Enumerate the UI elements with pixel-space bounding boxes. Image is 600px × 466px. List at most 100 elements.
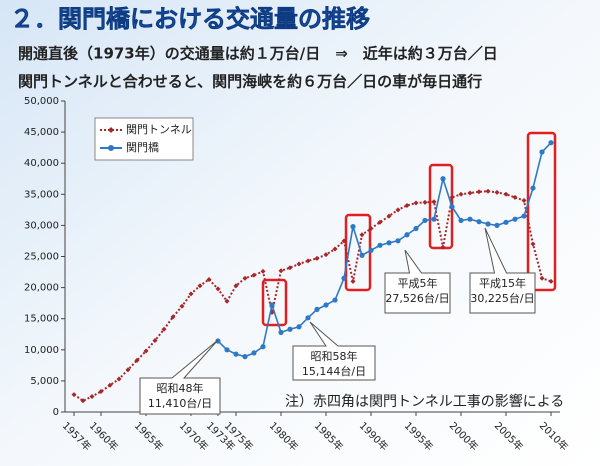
y-tick-label: 0 xyxy=(53,407,59,418)
point xyxy=(359,252,365,258)
callout xyxy=(292,321,376,381)
point xyxy=(314,306,320,312)
subtitle: 関門トンネルと合わせると、関門海峡を約６万台／日の車が毎日通行 xyxy=(18,73,482,91)
point xyxy=(80,398,86,404)
subtitle: 開通直後（1973年）の交通量は約１万台/日 ⇒ 近年は約３万台／日 xyxy=(18,45,498,63)
point xyxy=(503,219,509,225)
y-tick-label: 30,000 xyxy=(24,220,59,231)
callout xyxy=(469,227,536,314)
point xyxy=(323,252,329,258)
point xyxy=(476,219,482,225)
point xyxy=(107,382,113,388)
point xyxy=(224,347,230,353)
callout-text: 昭和58年 xyxy=(311,349,358,363)
point xyxy=(458,217,464,224)
callout xyxy=(384,249,451,314)
point xyxy=(350,224,356,230)
y-tick-label: 40,000 xyxy=(24,158,59,169)
note: 注）赤四角は関門トンネル工事の影響による xyxy=(285,393,564,410)
point xyxy=(467,216,473,222)
point xyxy=(197,283,203,289)
point xyxy=(116,376,122,382)
point xyxy=(170,314,176,320)
y-tick-label: 25,000 xyxy=(24,252,59,263)
point xyxy=(431,216,437,222)
point xyxy=(71,392,77,398)
point xyxy=(386,213,392,219)
point xyxy=(332,297,338,303)
callout-text: 27,526台/日 xyxy=(385,291,449,305)
point xyxy=(422,199,428,205)
y-tick-label: 35,000 xyxy=(24,189,59,200)
point xyxy=(215,338,221,344)
point xyxy=(260,344,266,350)
point xyxy=(440,176,446,182)
point xyxy=(467,190,473,196)
point xyxy=(314,255,320,261)
y-tick-label: 45,000 xyxy=(24,127,59,138)
point xyxy=(548,278,554,284)
callout-text: 11,410台/日 xyxy=(148,396,212,410)
point xyxy=(161,326,167,332)
point xyxy=(323,302,329,308)
point xyxy=(251,350,257,356)
point xyxy=(206,277,212,283)
point xyxy=(287,265,293,271)
point xyxy=(305,315,311,321)
point xyxy=(188,291,194,297)
callout-text: 平成15年 xyxy=(479,276,526,290)
point xyxy=(404,232,410,238)
callout-text: 昭和48年 xyxy=(157,381,204,395)
point xyxy=(422,217,428,224)
point xyxy=(485,188,491,194)
point xyxy=(530,241,536,247)
point xyxy=(476,189,482,195)
point xyxy=(287,326,293,332)
point xyxy=(152,337,158,343)
callout-text: 30,225台/日 xyxy=(470,291,534,305)
point xyxy=(341,275,347,281)
point xyxy=(269,302,275,308)
point xyxy=(296,261,302,267)
point xyxy=(449,194,455,200)
point xyxy=(377,242,383,248)
point xyxy=(458,191,464,197)
legend-marker xyxy=(108,145,114,151)
point xyxy=(98,388,104,394)
point xyxy=(431,199,437,205)
point xyxy=(395,238,401,244)
point xyxy=(413,200,419,206)
callout-text: 平成5年 xyxy=(398,276,438,290)
point xyxy=(521,198,527,204)
point xyxy=(512,194,518,200)
callout xyxy=(139,339,221,415)
point xyxy=(485,221,491,227)
point xyxy=(503,191,509,197)
legend-label: 関門トンネル xyxy=(126,123,192,136)
y-tick-label: 10,000 xyxy=(24,345,59,356)
highlight-box xyxy=(261,278,288,327)
y-tick-label: 15,000 xyxy=(24,314,59,325)
y-tick-label: 5,000 xyxy=(30,376,59,387)
legend-box xyxy=(94,117,194,161)
point xyxy=(449,204,455,210)
point xyxy=(494,222,500,228)
point xyxy=(341,238,347,244)
point xyxy=(278,268,284,274)
point xyxy=(377,219,383,225)
point xyxy=(548,140,554,146)
point xyxy=(413,225,419,232)
point xyxy=(368,226,374,232)
title: ２．関門橋における交通量の推移 xyxy=(10,5,370,33)
point xyxy=(233,283,239,289)
point xyxy=(305,258,311,264)
point xyxy=(539,149,545,155)
point xyxy=(143,348,149,354)
y-tick-label: 20,000 xyxy=(24,283,59,294)
point xyxy=(278,329,284,335)
point xyxy=(368,247,374,253)
callout-text: 15,144台/日 xyxy=(302,364,366,378)
legend-label: 関門橋 xyxy=(126,140,159,154)
